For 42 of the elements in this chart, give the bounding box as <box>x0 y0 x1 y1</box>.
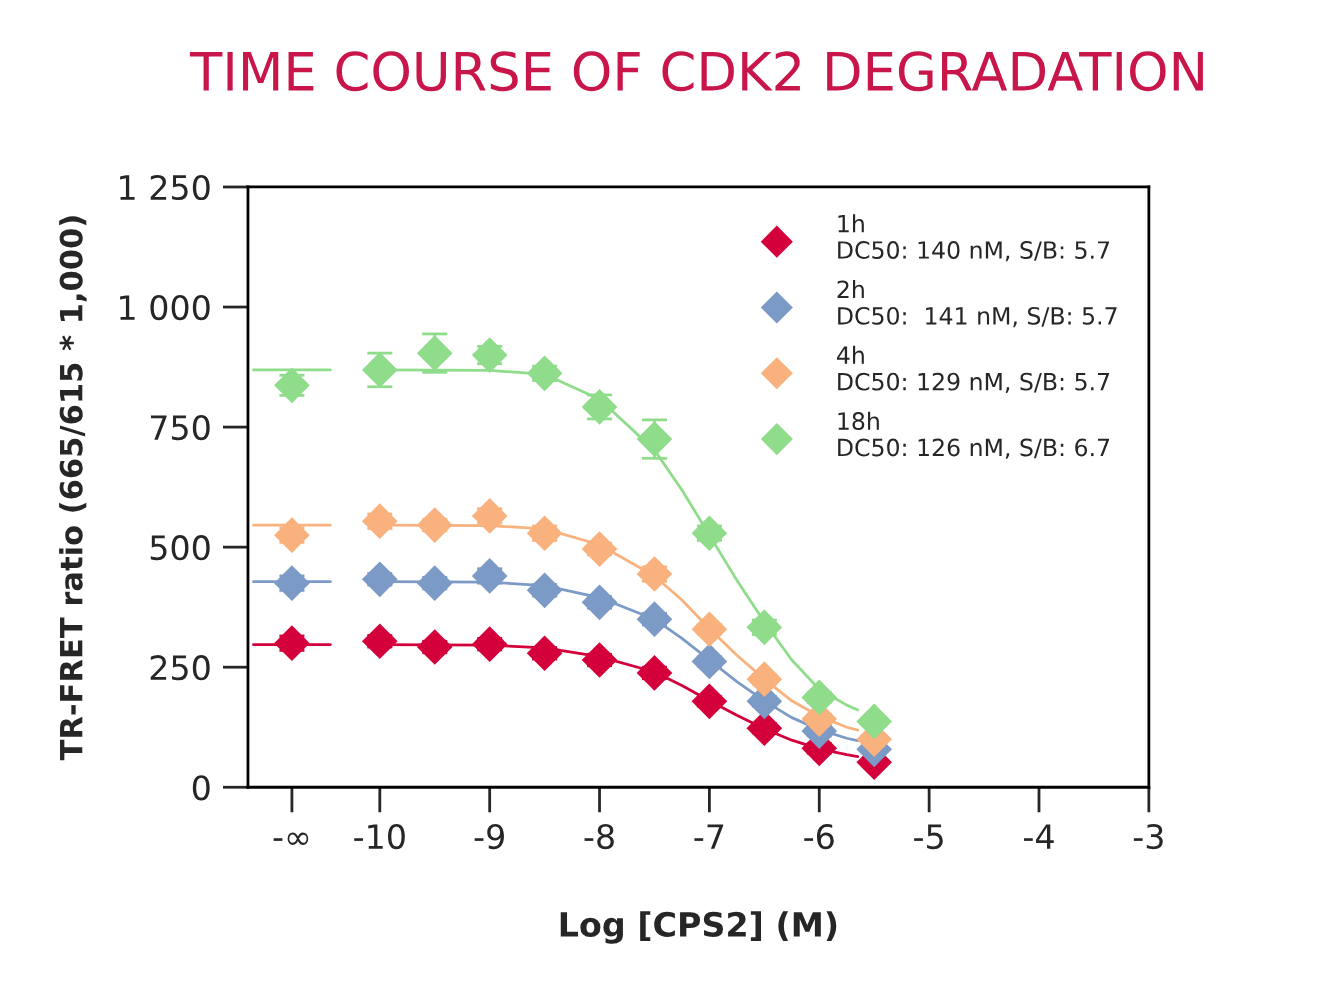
x-tick-label: -7 <box>694 824 724 849</box>
point <box>856 703 893 740</box>
point <box>416 629 453 665</box>
point <box>361 561 398 598</box>
point <box>636 556 673 592</box>
point <box>471 498 508 534</box>
legend-label: 18h DC50: 126 nM, S/B: 6.7 <box>838 411 1110 459</box>
point <box>636 601 673 638</box>
legend-label: 2h DC50: 141 nM, S/B: 5.7 <box>837 280 1117 328</box>
point <box>361 503 398 540</box>
y-tick-label: 1 000 <box>120 294 210 321</box>
point <box>274 367 310 404</box>
point <box>471 337 508 373</box>
y-tick-label: 500 <box>150 535 210 561</box>
x-tick-label: -8 <box>584 823 614 850</box>
point <box>691 683 728 720</box>
y-tick-label: 250 <box>150 655 210 681</box>
point <box>471 558 508 594</box>
y-tick-label: 750 <box>150 415 210 441</box>
x-tick-label: -10 <box>354 823 405 850</box>
legend-label: 4h DC50: 129 nM, S/B: 5.7 <box>837 345 1110 393</box>
x-axis-title: Log [CPS2] (M) <box>560 911 837 944</box>
point <box>746 661 783 698</box>
y-axis-title: TR-FRET ratio (665/615 * 1,000) <box>59 216 87 761</box>
point <box>581 584 618 621</box>
point <box>691 643 728 680</box>
x-tick-label: -∞ <box>273 832 309 845</box>
chart-title: TIME COURSE OF CDK2 DEGRADATION <box>189 51 1203 92</box>
x-tick-label: -5 <box>914 824 943 850</box>
point <box>691 611 728 648</box>
point <box>801 679 838 716</box>
x-tick-label: -6 <box>804 823 834 850</box>
x-tick-label: -4 <box>1024 824 1054 849</box>
y-tick-label: 0 <box>192 775 210 801</box>
point <box>526 572 563 609</box>
y-tick-label: 1 250 <box>120 174 210 201</box>
point <box>361 623 398 660</box>
point <box>274 517 310 553</box>
legend-label: 1h DC50: 140 nM, S/B: 5.7 <box>838 214 1110 262</box>
x-tick-label: -3 <box>1133 823 1163 850</box>
x-tick-label: -9 <box>474 823 504 850</box>
point <box>526 635 563 672</box>
